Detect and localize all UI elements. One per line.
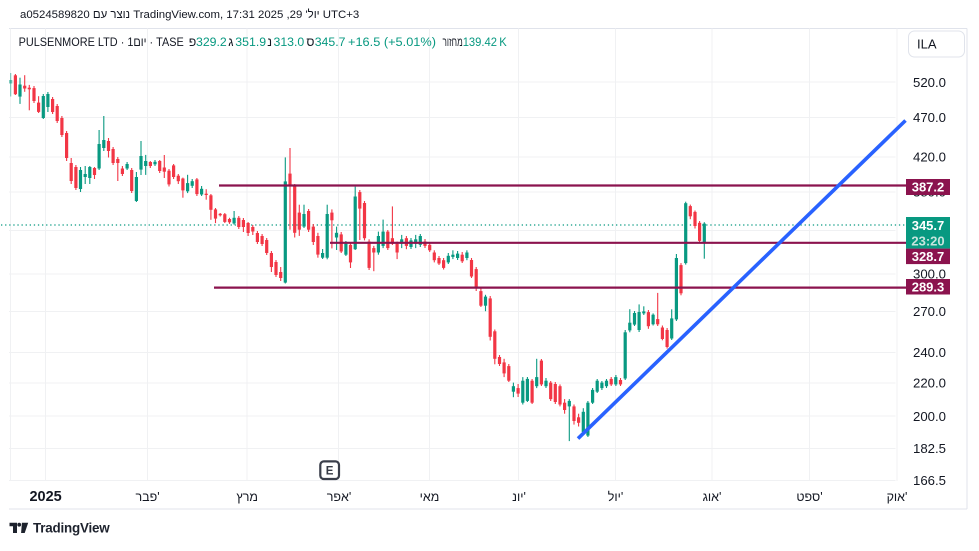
svg-text:נ: נ	[267, 35, 272, 49]
svg-text:200.0: 200.0	[913, 409, 946, 424]
svg-text:520.0: 520.0	[913, 75, 946, 90]
svg-text:289.3: 289.3	[912, 280, 945, 295]
svg-text:יונ': יונ'	[512, 490, 526, 504]
svg-text:23:20: 23:20	[911, 234, 944, 249]
svg-text:387.2: 387.2	[912, 180, 945, 195]
svg-text:139.42 K: 139.42 K	[463, 35, 508, 49]
svg-text:220.0: 220.0	[913, 376, 946, 391]
svg-text:313.0: 313.0	[274, 35, 305, 49]
svg-text:TradingView: TradingView	[33, 521, 110, 536]
svg-text:ILA: ILA	[917, 37, 937, 52]
svg-text:פבר': פבר'	[136, 490, 160, 504]
svg-text:345.7: 345.7	[912, 218, 945, 233]
svg-text:ג: ג	[228, 35, 233, 49]
svg-text:מאי: מאי	[420, 490, 440, 504]
svg-text:+16.5 (+5.01%): +16.5 (+5.01%)	[348, 35, 436, 49]
svg-text:E: E	[326, 466, 334, 478]
svg-text:300.0: 300.0	[913, 267, 946, 282]
svg-text:240.0: 240.0	[913, 345, 946, 360]
svg-text:יול': יול'	[608, 490, 624, 504]
svg-text:270.0: 270.0	[913, 304, 946, 319]
svg-text:ספט': ספט'	[796, 490, 822, 504]
svg-text:328.7: 328.7	[912, 249, 945, 264]
svg-text:מרץ: מרץ	[236, 490, 258, 504]
svg-text:PULSENMORE LTD · 1יום · TASE: PULSENMORE LTD · 1יום · TASE	[19, 35, 184, 49]
svg-text:a0524589820 נוצר עם TradingVie: a0524589820 נוצר עם TradingView.com, יול…	[20, 8, 359, 21]
svg-text:פ: פ	[189, 35, 197, 49]
svg-text:420.0: 420.0	[913, 150, 946, 165]
svg-text:470.0: 470.0	[913, 110, 946, 125]
svg-text:345.7: 345.7	[315, 35, 346, 49]
svg-text:אפר': אפר'	[327, 490, 352, 504]
svg-text:329.2: 329.2	[196, 35, 227, 49]
svg-text:182.5: 182.5	[913, 441, 946, 456]
svg-text:351.9: 351.9	[235, 35, 266, 49]
svg-text:ס: ס	[306, 35, 314, 49]
svg-text:אוג': אוג'	[703, 490, 722, 504]
svg-text:מחזור: מחזור	[443, 35, 463, 49]
svg-text:אוק': אוק'	[887, 490, 908, 504]
svg-text:2025: 2025	[29, 489, 61, 505]
svg-text:166.5: 166.5	[913, 473, 946, 488]
